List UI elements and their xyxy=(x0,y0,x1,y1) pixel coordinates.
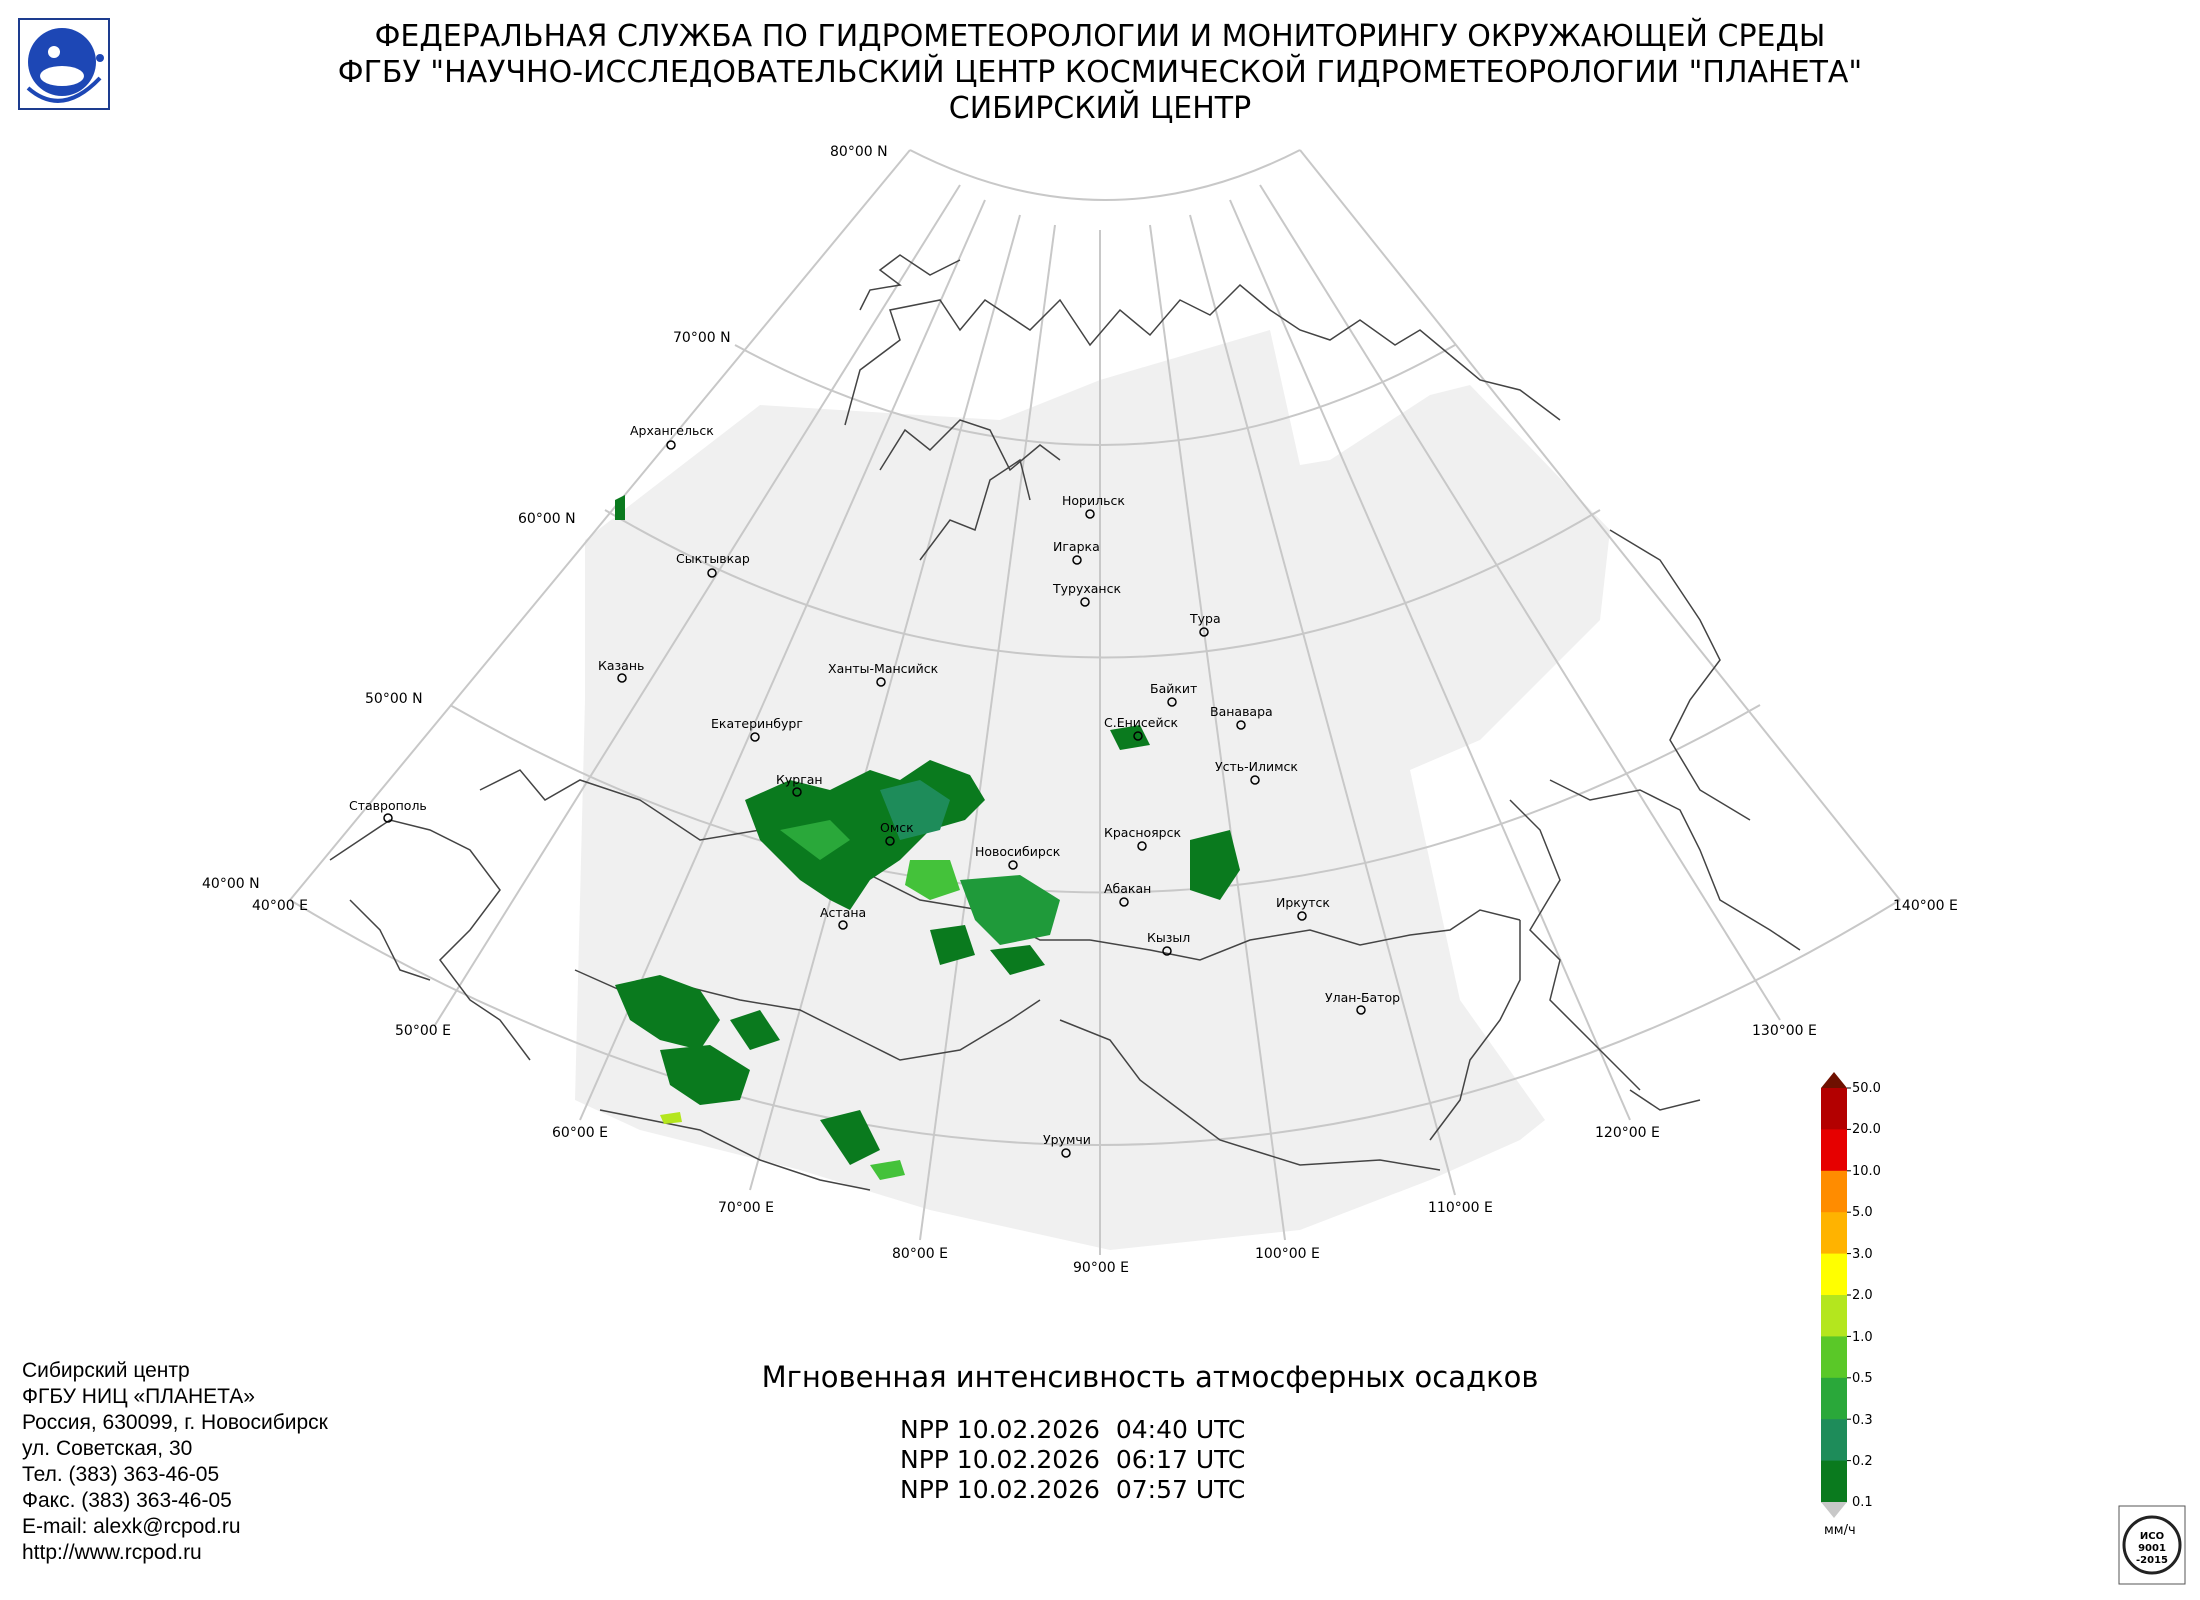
lon-label-130: 130°00 E xyxy=(1752,1023,1817,1039)
product-title: Мгновенная интенсивность атмосферных оса… xyxy=(761,1360,1539,1394)
scale-bottom-arrow xyxy=(1821,1502,1847,1518)
scale-color-bins xyxy=(1821,1087,1851,1503)
satellite-passes: NPP 10.02.2026 04:40 UTC NPP 10.02.2026 … xyxy=(900,1415,1245,1505)
lon-label-100: 100°00 E xyxy=(1255,1246,1320,1262)
satellite-pass: NPP 10.02.2026 04:40 UTC xyxy=(900,1415,1246,1444)
city-label-tura: Тура xyxy=(1189,611,1221,626)
lon-label-110: 110°00 E xyxy=(1428,1200,1493,1216)
contact-line: ФГБУ НИЦ «ПЛАНЕТА» xyxy=(22,1385,255,1408)
scale-label-20: 20.0 xyxy=(1852,1122,1881,1137)
scale-label-0-1: 0.1 xyxy=(1852,1495,1873,1510)
lat-label-40: 40°00 N xyxy=(202,876,260,892)
precipitation-areas xyxy=(615,495,1240,1180)
city-label-urumqi: Урумчи xyxy=(1043,1132,1091,1147)
lat-label-50: 50°00 N xyxy=(365,691,423,707)
lat-label-80: 80°00 N xyxy=(830,144,888,160)
city-label-syktyvkar: Сыктывкар xyxy=(676,551,750,566)
city-label-turukhansk: Туруханск xyxy=(1052,581,1121,596)
scale-label-2: 2.0 xyxy=(1852,1288,1873,1303)
city-label-irkutsk: Иркутск xyxy=(1276,895,1330,910)
contact-line: Россия, 630099, г. Новосибирск xyxy=(22,1411,328,1434)
scale-label-3: 3.0 xyxy=(1852,1247,1873,1262)
lat-label-70: 70°00 N xyxy=(673,330,731,346)
contact-info: Сибирский центр ФГБУ НИЦ «ПЛАНЕТА» Росси… xyxy=(22,1358,328,1566)
lon-label-80: 80°00 E xyxy=(892,1246,948,1262)
scale-bin xyxy=(1821,1129,1847,1172)
lon-label-60: 60°00 E xyxy=(552,1125,608,1141)
city-label-kyzyl: Кызыл xyxy=(1147,930,1190,945)
satellite-pass: NPP 10.02.2026 07:57 UTC xyxy=(900,1475,1246,1504)
scale-unit: мм/ч xyxy=(1824,1523,1856,1538)
city-label-omsk: Омск xyxy=(880,820,914,835)
satellite-coverage-area xyxy=(575,330,1610,1250)
scale-bin xyxy=(1821,1212,1847,1255)
lon-label-140: 140°00 E xyxy=(1893,898,1958,914)
city-label-kurgan: Курган xyxy=(776,772,823,787)
roshydromet-logo xyxy=(18,18,110,110)
coastlines-and-borders xyxy=(329,254,1801,1191)
city-label-arkhangelsk: Архангельск xyxy=(630,423,714,438)
city-label-novosibirsk: Новосибирск xyxy=(975,844,1061,859)
scale-bin xyxy=(1821,1377,1847,1420)
iso-badge-text: 9001 xyxy=(2138,1543,2166,1554)
iso-badge-text: -2015 xyxy=(2136,1555,2168,1566)
contact-website[interactable]: http://www.rcpod.ru xyxy=(22,1541,202,1564)
contact-email[interactable]: E-mail: alexk@rcpod.ru xyxy=(22,1515,241,1538)
scale-label-5: 5.0 xyxy=(1852,1205,1873,1220)
city-label-vanavara: Ванавара xyxy=(1210,704,1273,719)
scale-bin xyxy=(1821,1460,1847,1503)
contact-line: Сибирский центр xyxy=(22,1359,190,1382)
city-label-ulaanbaatar: Улан-Батор xyxy=(1325,990,1400,1005)
city-label-stavropol: Ставрополь xyxy=(349,798,427,813)
city-label-baykit: Байкит xyxy=(1150,681,1197,696)
scale-bin xyxy=(1821,1295,1847,1337)
scale-label-0-5: 0.5 xyxy=(1852,1371,1873,1386)
city-label-astana: Астана xyxy=(820,905,866,920)
lon-label-50: 50°00 E xyxy=(395,1023,451,1039)
lon-label-40: 40°00 E xyxy=(252,898,308,914)
scale-label-0-2: 0.2 xyxy=(1852,1454,1873,1469)
header-institute-line: ФГБУ "НАУЧНО-ИССЛЕДОВАТЕЛЬСКИЙ ЦЕНТР КОС… xyxy=(337,55,1863,90)
contact-line: Факс. (383) 363-46-05 xyxy=(22,1489,232,1512)
header-agency-line: ФЕДЕРАЛЬНАЯ СЛУЖБА ПО ГИДРОМЕТЕОРОЛОГИИ … xyxy=(374,19,1826,54)
scale-top-arrow xyxy=(1821,1072,1847,1088)
city-label-kazan: Казань xyxy=(598,658,644,673)
city-label-abakan: Абакан xyxy=(1104,881,1151,896)
city-label-s-eniseysk: С.Енисейск xyxy=(1104,715,1178,730)
lon-label-120: 120°00 E xyxy=(1595,1125,1660,1141)
city-label-khanty-mansiysk: Ханты-Мансийск xyxy=(828,661,939,676)
scale-bin xyxy=(1821,1419,1847,1462)
scale-bin xyxy=(1821,1170,1847,1213)
scale-bin xyxy=(1821,1336,1847,1379)
lon-label-70: 70°00 E xyxy=(718,1200,774,1216)
city-label-norilsk: Норильск xyxy=(1062,493,1125,508)
scale-bin xyxy=(1821,1088,1847,1130)
city-label-yekaterinburg: Екатеринбург xyxy=(711,716,803,731)
precipitation-color-scale: 50.0 20.0 10.0 5.0 3.0 2.0 1.0 0.5 0.3 0… xyxy=(1821,1072,1881,1538)
map-graticule xyxy=(289,149,1901,1255)
scale-bin xyxy=(1821,1253,1847,1296)
iso-certificate-icon: ИСО 9001 -2015 xyxy=(2118,1505,2186,1585)
lat-label-60: 60°00 N xyxy=(518,511,576,527)
city-label-krasnoyarsk: Красноярск xyxy=(1104,825,1181,840)
city-label-igarka: Игарка xyxy=(1053,539,1100,554)
scale-label-0-3: 0.3 xyxy=(1852,1413,1873,1428)
header-center-line: СИБИРСКИЙ ЦЕНТР xyxy=(948,91,1252,126)
lon-label-90: 90°00 E xyxy=(1073,1260,1129,1276)
iso-badge-text: ИСО xyxy=(2140,1531,2164,1542)
contact-line: ул. Советская, 30 xyxy=(22,1437,193,1460)
scale-label-1: 1.0 xyxy=(1852,1330,1873,1345)
city-markers xyxy=(383,440,1366,1158)
city-label-ust-ilimsk: Усть-Илимск xyxy=(1215,759,1298,774)
contact-line: Тел. (383) 363-46-05 xyxy=(22,1463,220,1486)
scale-label-50: 50.0 xyxy=(1852,1081,1881,1096)
satellite-pass: NPP 10.02.2026 06:17 UTC xyxy=(900,1445,1246,1474)
scale-label-10: 10.0 xyxy=(1852,1164,1881,1179)
